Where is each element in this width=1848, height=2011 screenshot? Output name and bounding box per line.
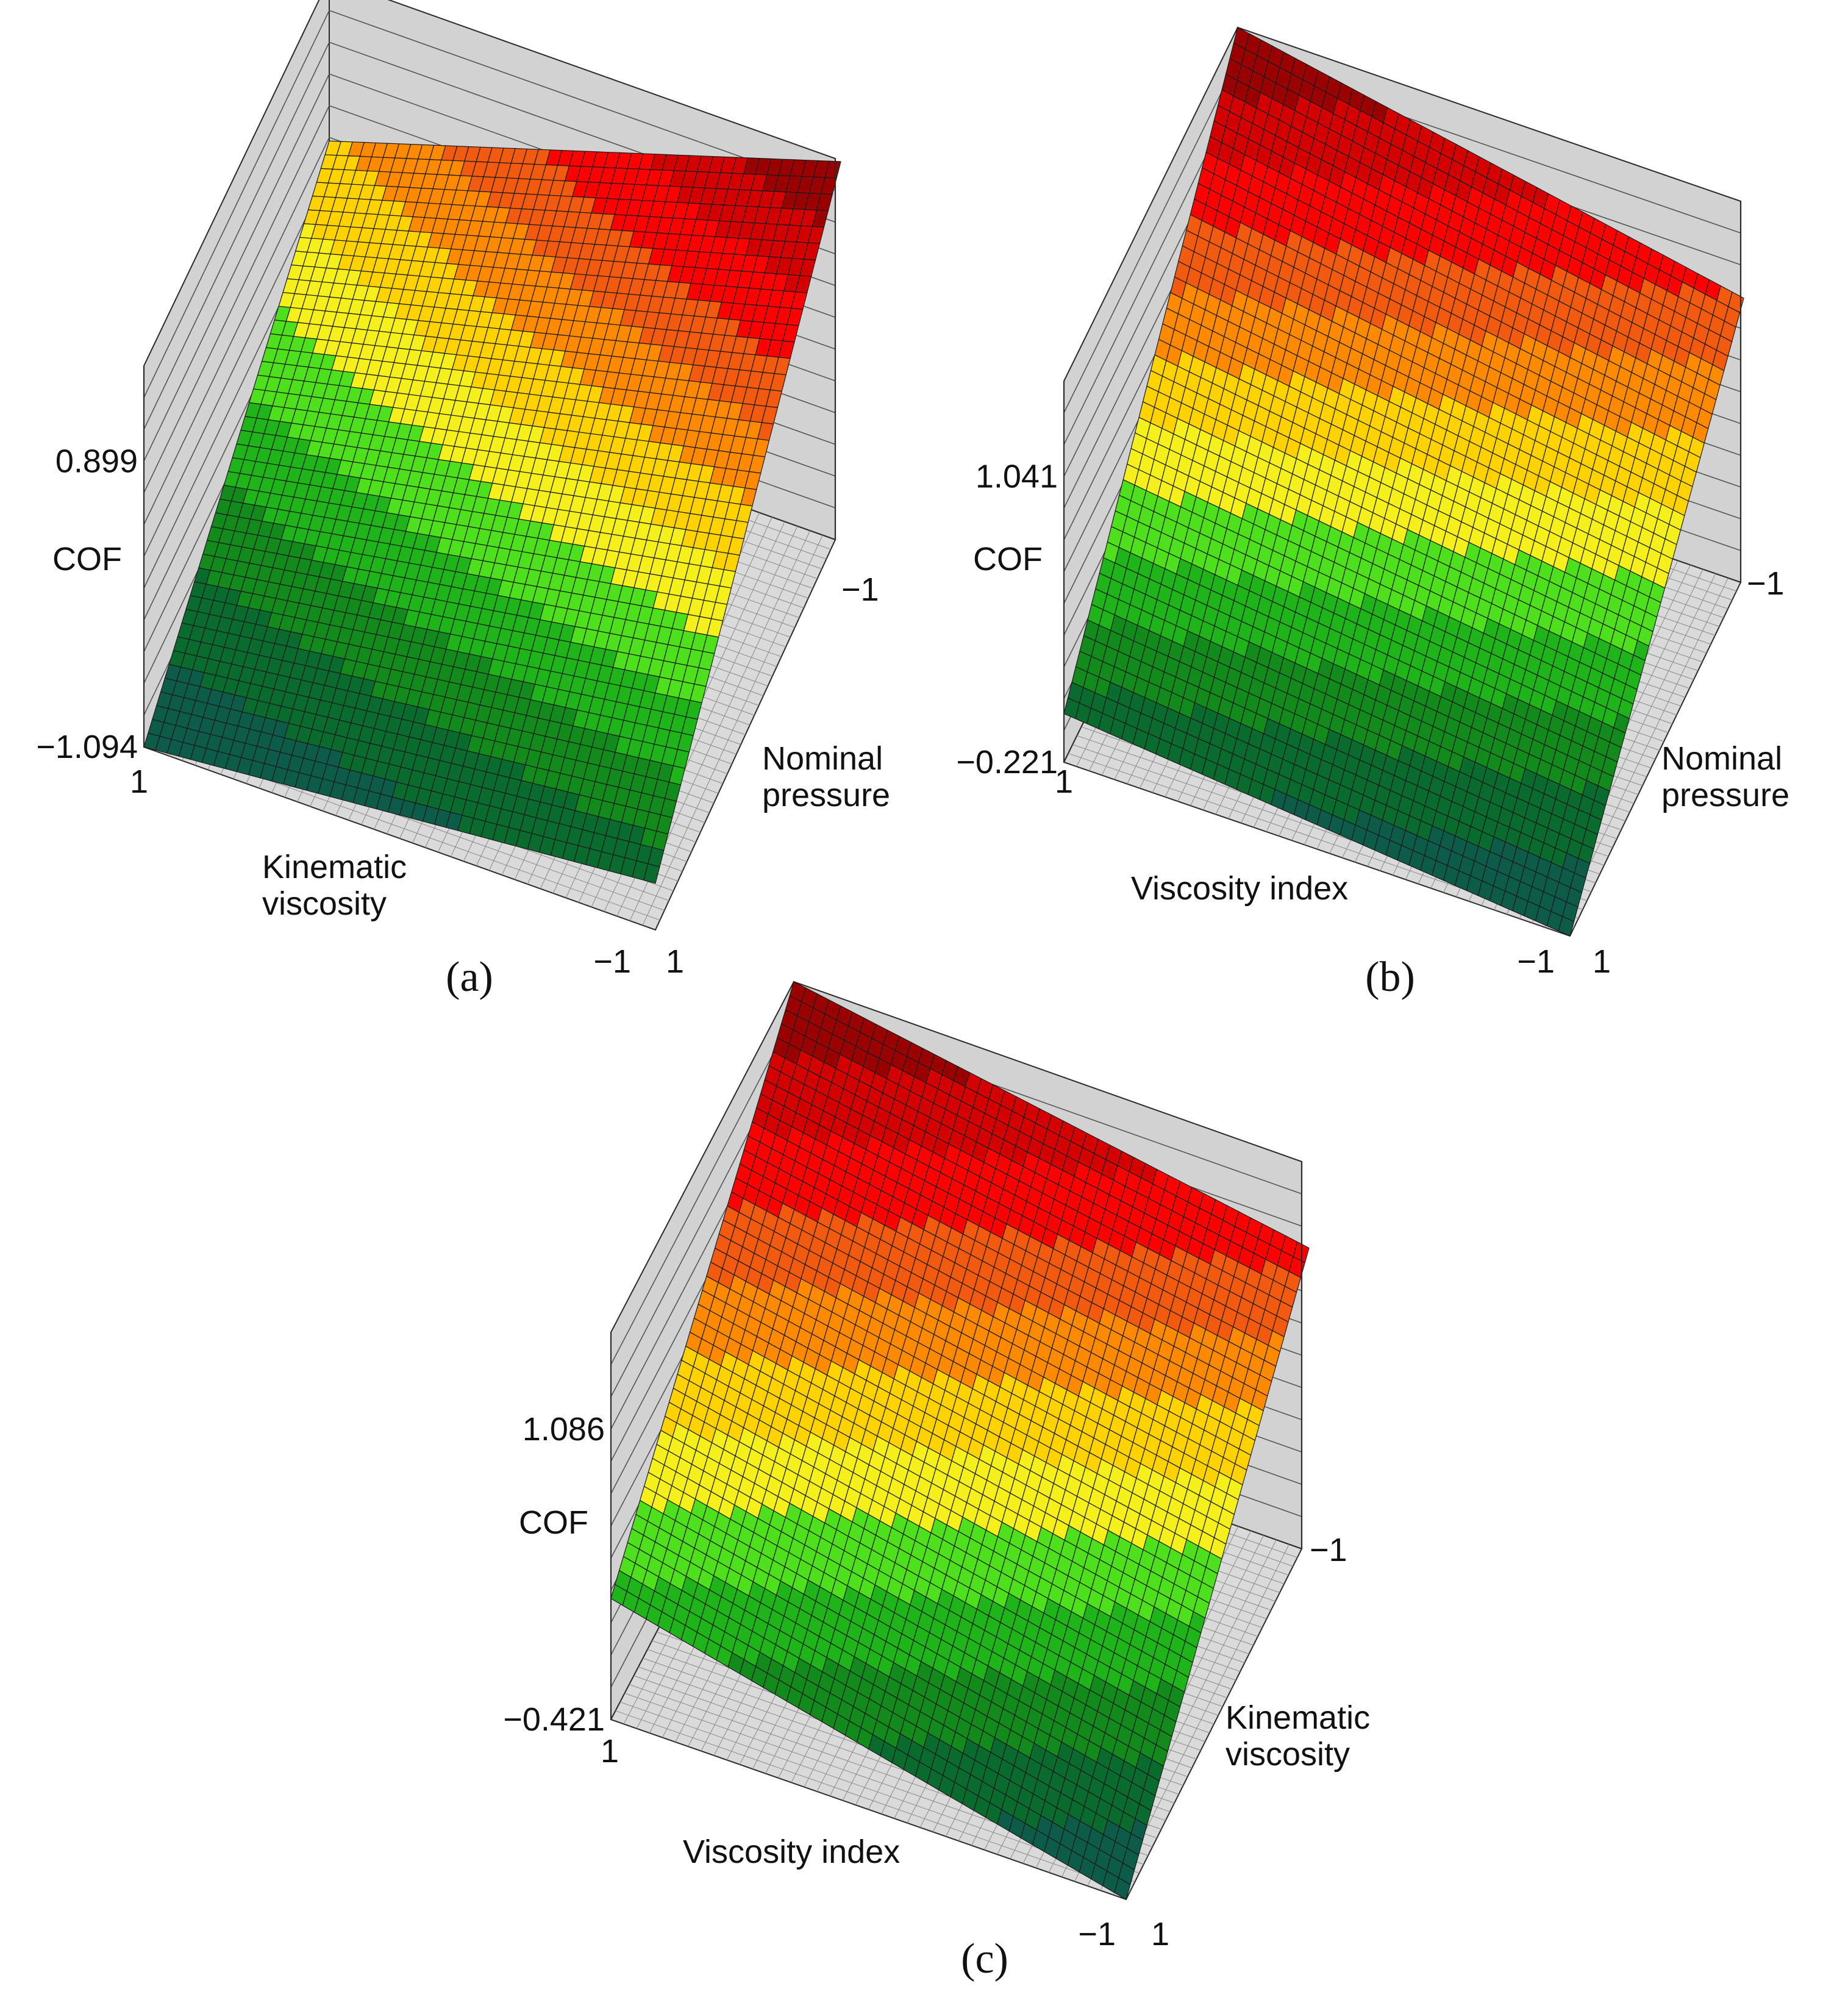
y-tick-start: 1 — [1593, 943, 1611, 980]
x-axis-title-line: Viscosity index — [1131, 870, 1348, 907]
z-axis-title: COF — [52, 541, 122, 577]
y-axis-title-line: Nominal — [762, 740, 883, 777]
z-axis-title: COF — [973, 541, 1043, 577]
z-tick-high: 1.041 — [976, 458, 1058, 495]
y-axis-title-line: pressure — [762, 777, 890, 813]
z-tick-high: 0.899 — [55, 443, 138, 479]
x-tick-end: −1 — [1517, 943, 1555, 980]
y-axis-title-line: Nominal — [1661, 740, 1782, 777]
z-tick-low: −1.094 — [36, 729, 138, 765]
surface — [1063, 27, 1744, 937]
y-tick-start: 1 — [666, 943, 684, 980]
surface — [610, 981, 1310, 1900]
panel-b: 1.041 −0.221 COF 1 −1 1 −1 Viscosity index Nomin… — [956, 26, 1789, 1001]
x-axis-title-line: viscosity — [262, 885, 387, 922]
x-axis-title-line: Kinematic — [262, 849, 407, 885]
surface — [143, 140, 841, 884]
y-tick-end: −1 — [841, 571, 879, 608]
x-tick-start: 1 — [130, 763, 148, 800]
panel-caption: (b) — [1365, 954, 1415, 1001]
z-tick-low: −0.221 — [956, 744, 1058, 780]
x-tick-start: 1 — [1055, 763, 1073, 800]
y-axis-title-line: pressure — [1661, 777, 1789, 813]
panel-caption: (a) — [446, 954, 493, 1001]
y-tick-end: −1 — [1747, 565, 1785, 602]
x-tick-end: −1 — [593, 943, 631, 980]
